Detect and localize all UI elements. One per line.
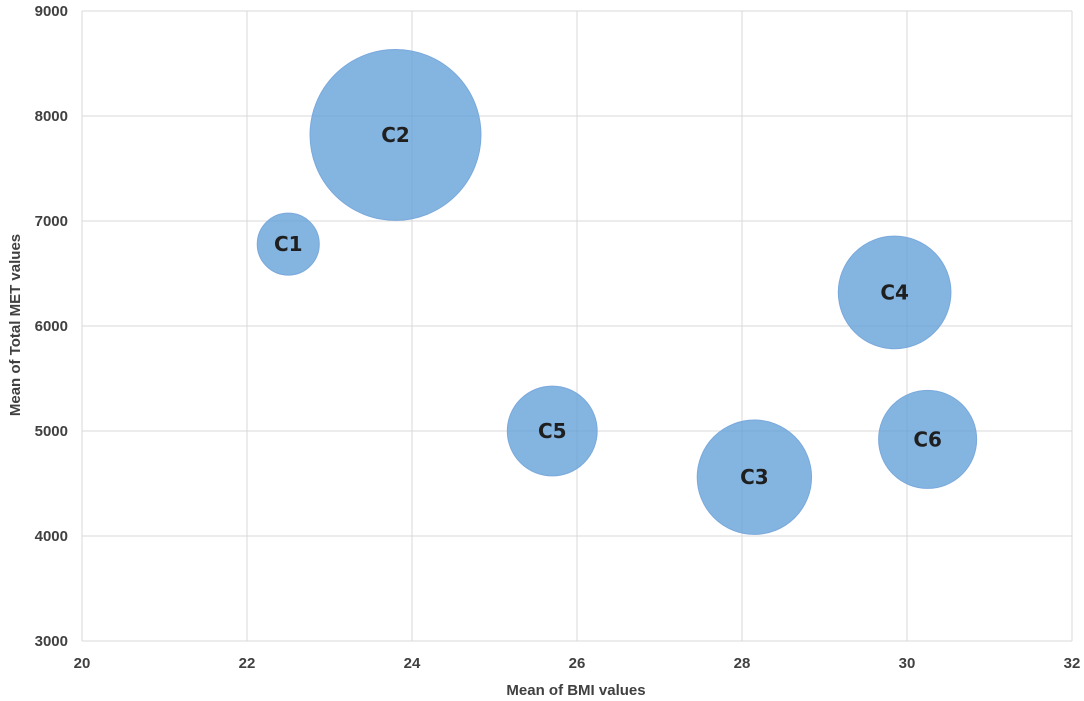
y-tick-label: 6000 [35,318,68,335]
bubble-c4 [837,235,952,350]
bubble-label-c4: C4 [880,280,909,304]
x-tick-label: 30 [899,655,916,672]
bubble-label-c2: C2 [381,123,410,147]
bubble-label-c3: C3 [740,465,769,489]
y-tick-label: 5000 [35,423,68,440]
bubble-label-c1: C1 [274,232,303,256]
x-tick-label: 22 [239,655,256,672]
bubble-c6 [878,389,978,489]
x-tick-label: 20 [74,655,91,672]
y-axis-ticks: 3000 4000 5000 6000 7000 8000 9000 [35,3,68,650]
bubbles: C1 C2 C3 C4 C5 C6 [256,48,978,535]
bubble-label-c5: C5 [538,419,567,443]
y-tick-label: 7000 [35,213,68,230]
y-tick-label: 9000 [35,3,68,20]
bubble-c2 [309,48,482,221]
y-tick-label: 8000 [35,108,68,125]
bubble-c3 [696,419,813,535]
x-tick-label: 28 [734,655,751,672]
bubble-c1 [256,212,320,276]
x-axis-title: Mean of BMI values [506,682,645,699]
y-axis-title: Mean of Total MET values [7,234,24,416]
x-tick-label: 26 [569,655,586,672]
bubble-label-c6: C6 [913,427,942,451]
x-axis-ticks: 20 22 24 26 28 30 32 [74,655,1081,672]
x-tick-label: 24 [404,655,421,672]
y-tick-label: 3000 [35,633,68,650]
bubble-c5 [506,385,598,477]
x-tick-label: 32 [1064,655,1081,672]
y-tick-label: 4000 [35,528,68,545]
